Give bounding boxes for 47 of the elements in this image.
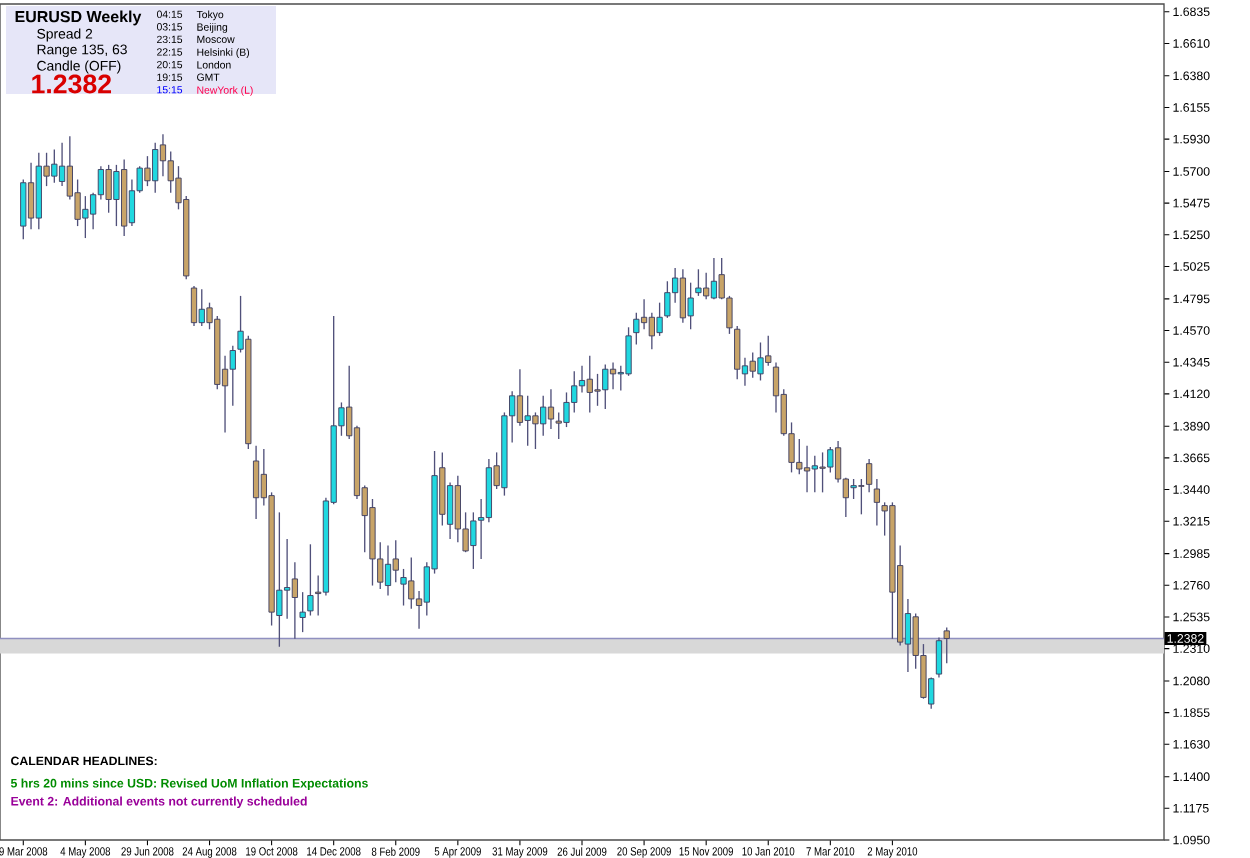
candlestick — [152, 142, 159, 194]
candlestick — [873, 478, 881, 527]
candlestick — [586, 355, 593, 414]
candlestick — [819, 451, 826, 494]
candlestick — [540, 395, 547, 437]
candlestick — [687, 282, 694, 330]
candlestick — [648, 311, 655, 350]
candlestick — [656, 301, 663, 337]
candlestick — [625, 326, 632, 377]
candlestick — [609, 361, 617, 390]
candlestick — [594, 373, 601, 407]
candlestick — [640, 298, 648, 330]
candlestick — [51, 148, 58, 184]
candlestick — [105, 164, 112, 214]
candlestick — [113, 164, 120, 227]
candlestick — [803, 445, 811, 494]
candlestick — [159, 133, 167, 177]
candlestick — [190, 285, 198, 327]
candlestick — [82, 195, 89, 239]
candlestick — [400, 568, 407, 607]
candlestick — [749, 351, 756, 379]
candlestick — [935, 636, 943, 679]
candlestick — [516, 368, 524, 427]
candlestick — [27, 162, 35, 230]
chart-title: EURUSD Weekly — [15, 10, 142, 26]
candlestick — [307, 543, 314, 617]
candlestick — [547, 388, 555, 430]
candlestick — [602, 363, 609, 410]
candlestick — [563, 391, 570, 428]
candlestick — [757, 341, 764, 382]
candlestick — [850, 478, 857, 500]
candlestick — [144, 155, 151, 187]
candlestick — [252, 445, 260, 520]
candlestick — [532, 411, 539, 450]
candlestick — [283, 538, 291, 620]
candlestick — [291, 561, 299, 640]
candlestick — [198, 288, 205, 327]
candlestick — [710, 257, 718, 300]
candlestick — [384, 544, 392, 597]
candlestick — [695, 268, 702, 297]
candlestick — [679, 268, 687, 324]
candlestick — [734, 325, 741, 380]
annotation: 1.2382 — [32, 74, 112, 94]
candlestick — [865, 458, 873, 494]
candlestick — [524, 395, 531, 447]
candlestick — [827, 446, 834, 474]
candlestick — [703, 272, 710, 300]
